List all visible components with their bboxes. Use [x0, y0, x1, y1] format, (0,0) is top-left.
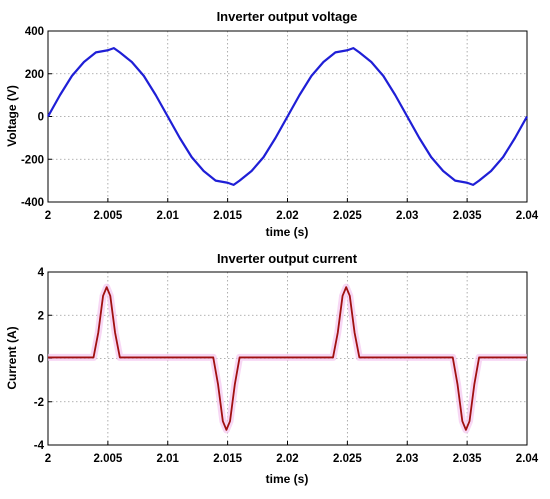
voltage-x-tick-label: 2.015 [213, 210, 242, 222]
voltage-series-line [47, 47, 528, 186]
voltage-x-tick-label: 2.035 [453, 210, 482, 222]
current-x-axis-label: time (s) [266, 472, 309, 486]
current-x-tick-label: 2.035 [453, 453, 482, 465]
current-x-tick-label: 2.02 [276, 453, 298, 465]
voltage-x-tick-label: 2.02 [276, 210, 298, 222]
voltage-x-ticks: 2 2.005 2.01 2.015 2.02 2.025 2.03 2.035 2.04 [45, 198, 539, 222]
current-y-axis-label: Current (A) [5, 326, 19, 389]
voltage-x-tick-label: 2.005 [93, 210, 122, 222]
voltage-x-tick-label: 2 [45, 210, 51, 222]
current-x-ticks: 2 2.005 2.01 2.015 2.02 2.025 2.03 2.035 2.04 [45, 441, 539, 465]
voltage-y-ticks: 400 200 0 -200 -400 [21, 26, 52, 209]
current-x-tick-label: 2.025 [333, 453, 362, 465]
current-plot: Inverter output current 4 2 0 -2 -4 2 2.005 2.… [5, 251, 539, 486]
voltage-y-tick-label: 0 [38, 112, 44, 124]
voltage-x-tick-label: 2.025 [333, 210, 362, 222]
current-x-tick-label: 2.005 [93, 453, 122, 465]
current-x-tick-label: 2.015 [213, 453, 242, 465]
current-y-tick-label: -2 [34, 397, 44, 409]
current-x-tick-label: 2 [45, 453, 51, 465]
current-plot-title: Inverter output current [217, 251, 358, 266]
voltage-y-tick-label: -200 [21, 154, 44, 166]
voltage-x-tick-label: 2.01 [157, 210, 180, 222]
voltage-x-tick-label: 2.03 [396, 210, 418, 222]
current-x-tick-label: 2.01 [157, 453, 180, 465]
current-series-line [48, 286, 527, 431]
current-y-tick-label: 4 [38, 267, 45, 279]
current-x-tick-label: 2.04 [516, 453, 539, 465]
voltage-x-tick-label: 2.04 [516, 210, 539, 222]
voltage-y-tick-label: -400 [21, 197, 44, 209]
voltage-plot-title: Inverter output voltage [217, 9, 358, 24]
voltage-y-tick-label: 200 [25, 69, 44, 81]
voltage-plot: Inverter output voltage 4002000-200-400 … [5, 9, 539, 239]
voltage-y-tick-label: 400 [25, 26, 44, 38]
current-y-tick-label: 2 [38, 310, 44, 322]
voltage-y-axis-label: Voltage (V) [5, 85, 19, 147]
current-y-ticks: 4 2 0 -2 -4 [34, 267, 52, 452]
current-y-tick-label: 0 [38, 354, 44, 366]
voltage-x-axis-label: time (s) [266, 225, 309, 239]
current-x-tick-label: 2.03 [396, 453, 418, 465]
current-y-tick-label: -4 [34, 440, 45, 452]
